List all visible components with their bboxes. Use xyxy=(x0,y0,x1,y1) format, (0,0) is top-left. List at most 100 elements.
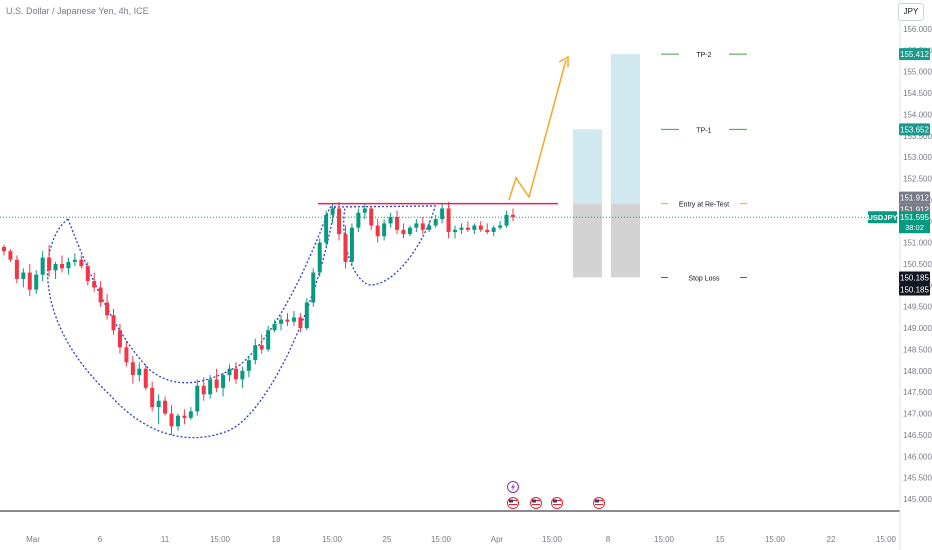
candle-body[interactable] xyxy=(246,360,251,371)
candle-body[interactable] xyxy=(59,264,64,269)
candle-body[interactable] xyxy=(478,225,483,230)
candle-body[interactable] xyxy=(156,400,161,408)
candle-body[interactable] xyxy=(163,400,168,414)
candle-body[interactable] xyxy=(98,287,103,303)
candle-body[interactable] xyxy=(382,223,387,237)
time-tick-label: 15:00 xyxy=(322,535,343,544)
candle-body[interactable] xyxy=(266,330,271,350)
candle-body[interactable] xyxy=(72,259,77,262)
tp2-zone xyxy=(611,54,640,204)
candle-body[interactable] xyxy=(446,208,451,232)
us-flag-icon[interactable] xyxy=(530,497,542,509)
candle-body[interactable] xyxy=(472,225,477,230)
candle-body[interactable] xyxy=(8,251,13,260)
candle-body[interactable] xyxy=(369,208,374,226)
candle-body[interactable] xyxy=(195,385,200,412)
candle-body[interactable] xyxy=(2,246,6,252)
time-tick-label: 15 xyxy=(716,535,725,544)
candle-body[interactable] xyxy=(214,379,219,388)
candle-body[interactable] xyxy=(117,330,122,348)
level-label: Entry at Re-Test xyxy=(679,202,729,209)
candle-body[interactable] xyxy=(356,212,361,228)
price-tick-label: 145.500 xyxy=(903,474,932,483)
candles[interactable] xyxy=(2,202,515,435)
candle-body[interactable] xyxy=(491,227,496,232)
candle-body[interactable] xyxy=(27,272,32,290)
candle-body[interactable] xyxy=(324,214,329,243)
candle-body[interactable] xyxy=(169,413,174,427)
candle-body[interactable] xyxy=(375,225,380,237)
candle-body[interactable] xyxy=(427,225,432,230)
candle-body[interactable] xyxy=(92,281,97,288)
candle-body[interactable] xyxy=(208,379,213,395)
price-tick-label: 153.500 xyxy=(903,132,932,141)
price-axis[interactable]: 145.000 145.500 146.000 146.500 147.000 147.5… xyxy=(903,25,932,504)
currency-button[interactable]: JPY xyxy=(898,3,924,21)
candle-body[interactable] xyxy=(498,225,503,228)
candle-body[interactable] xyxy=(40,257,45,275)
candle-body[interactable] xyxy=(304,302,309,329)
candle-body[interactable] xyxy=(285,319,290,322)
us-flag-icon[interactable] xyxy=(507,497,519,509)
candle-body[interactable] xyxy=(459,227,464,230)
candle-body[interactable] xyxy=(21,272,26,279)
candle-body[interactable] xyxy=(66,261,71,269)
time-tick-label: 11 xyxy=(161,535,170,544)
candle-body[interactable] xyxy=(47,257,52,271)
candle-body[interactable] xyxy=(227,368,232,376)
candle-body[interactable] xyxy=(259,345,264,350)
candle-body[interactable] xyxy=(240,370,245,380)
handle xyxy=(329,205,436,286)
candle-body[interactable] xyxy=(14,259,19,279)
candle-body[interactable] xyxy=(343,234,348,262)
time-axis[interactable]: Mar 6 11 15:00 18 15:00 25 15:00 Apr 15:00 8 15:00 1… xyxy=(26,535,896,544)
candle-body[interactable] xyxy=(188,411,193,418)
candle-body[interactable] xyxy=(349,227,354,262)
candle-body[interactable] xyxy=(401,229,406,235)
candle-body[interactable] xyxy=(291,317,296,322)
candle-body[interactable] xyxy=(420,223,425,230)
candle-body[interactable] xyxy=(465,227,470,230)
candle-body[interactable] xyxy=(511,214,515,217)
candle-body[interactable] xyxy=(124,347,129,363)
candle-body[interactable] xyxy=(440,208,445,220)
candle-body[interactable] xyxy=(362,208,367,213)
candle-body[interactable] xyxy=(175,415,180,427)
candle-body[interactable] xyxy=(150,387,155,408)
candle-body[interactable] xyxy=(182,415,187,418)
candle-body[interactable] xyxy=(407,227,412,235)
candle-body[interactable] xyxy=(433,219,438,226)
candle-body[interactable] xyxy=(337,208,342,235)
candle-body[interactable] xyxy=(453,229,458,232)
candle-body[interactable] xyxy=(388,217,393,224)
candle-body[interactable] xyxy=(253,345,258,361)
candle-body[interactable] xyxy=(105,302,110,316)
candle-body[interactable] xyxy=(272,323,277,331)
candle-body[interactable] xyxy=(317,242,322,273)
candle-body[interactable] xyxy=(298,317,303,329)
candle-body[interactable] xyxy=(279,319,284,324)
candle-body[interactable] xyxy=(53,264,58,271)
candle-body[interactable] xyxy=(79,259,84,267)
candle-body[interactable] xyxy=(111,315,116,331)
candle-body[interactable] xyxy=(201,385,206,395)
candle-body[interactable] xyxy=(221,375,226,388)
candle-body[interactable] xyxy=(137,368,142,376)
candle-body[interactable] xyxy=(485,229,490,232)
candle-body[interactable] xyxy=(395,217,400,230)
event-markers[interactable] xyxy=(507,481,605,509)
candle-body[interactable] xyxy=(233,368,238,380)
us-flag-icon[interactable] xyxy=(551,497,563,509)
candle-body[interactable] xyxy=(504,214,509,226)
candle-body[interactable] xyxy=(311,272,316,303)
candle-body[interactable] xyxy=(143,368,148,388)
us-flag-icon[interactable] xyxy=(593,497,605,509)
candle-body[interactable] xyxy=(330,208,335,215)
candle-body[interactable] xyxy=(85,266,90,282)
candle-body[interactable] xyxy=(414,223,419,228)
candle-body[interactable] xyxy=(34,274,39,290)
candle-body[interactable] xyxy=(130,362,135,376)
time-tick-label: 15:00 xyxy=(654,535,675,544)
lightning-icon[interactable] xyxy=(507,481,519,493)
